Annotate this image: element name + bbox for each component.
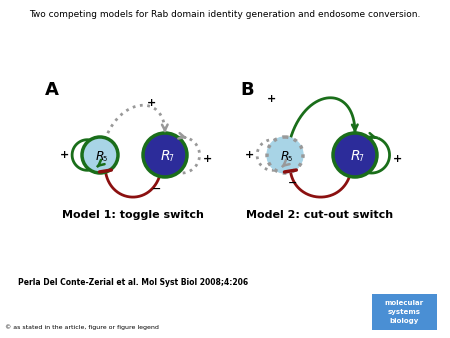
Text: systems: systems <box>387 309 420 315</box>
Text: +: + <box>60 150 69 160</box>
Circle shape <box>143 133 187 177</box>
Text: +: + <box>267 94 277 104</box>
Text: $\mathit{R}$: $\mathit{R}$ <box>160 149 170 163</box>
Text: Model 2: cut-out switch: Model 2: cut-out switch <box>247 210 394 220</box>
Text: $_7$: $_7$ <box>358 153 364 165</box>
Text: $_7$: $_7$ <box>168 153 174 165</box>
Circle shape <box>333 133 377 177</box>
Text: biology: biology <box>389 318 418 324</box>
Text: +: + <box>146 98 156 108</box>
Text: −: − <box>288 178 298 188</box>
Text: A: A <box>45 81 59 99</box>
Text: +: + <box>392 154 402 164</box>
Circle shape <box>82 137 118 173</box>
Text: +: + <box>202 154 211 164</box>
Text: +: + <box>245 150 254 160</box>
Text: Perla Del Conte-Zerial et al. Mol Syst Biol 2008;4:206: Perla Del Conte-Zerial et al. Mol Syst B… <box>18 278 248 287</box>
Text: $_5$: $_5$ <box>287 154 293 164</box>
Text: Two competing models for Rab domain identity generation and endosome conversion.: Two competing models for Rab domain iden… <box>29 10 421 19</box>
Text: $\mathit{R}$: $\mathit{R}$ <box>350 149 360 163</box>
Text: molecular: molecular <box>384 300 423 306</box>
Text: −: − <box>152 184 162 194</box>
Text: $\mathit{R}$: $\mathit{R}$ <box>95 149 105 163</box>
Text: $_5$: $_5$ <box>102 154 108 164</box>
Circle shape <box>267 137 303 173</box>
FancyBboxPatch shape <box>372 294 437 330</box>
Text: Model 1: toggle switch: Model 1: toggle switch <box>62 210 203 220</box>
Text: © as stated in the article, figure or figure legend: © as stated in the article, figure or fi… <box>5 324 159 330</box>
Text: $\mathit{R}$: $\mathit{R}$ <box>280 149 290 163</box>
Text: B: B <box>240 81 254 99</box>
